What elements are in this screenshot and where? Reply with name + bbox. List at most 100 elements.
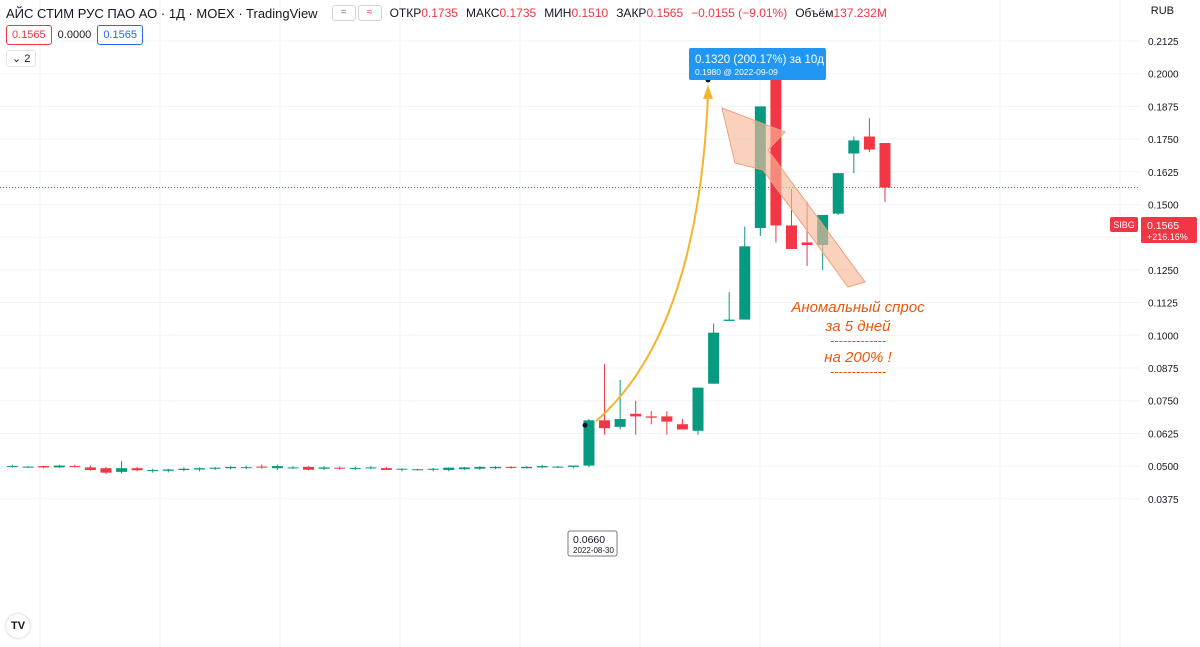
candle-body [505,466,517,468]
candle-body [53,465,65,468]
candle-body [614,419,626,427]
volume-value: 137.232M [833,6,887,20]
candle-body [38,466,50,468]
candle-body [801,242,813,246]
candle-body [209,467,221,469]
drawing-overlays: 0.1320 (200.17%) за 10д 0.1980 @ 2022-09… [567,48,925,557]
candle-body [879,143,891,188]
compare-toggle[interactable]: = [331,5,356,21]
candle-body [723,319,735,321]
tradingview-logo-icon[interactable]: TV [6,614,30,638]
candle-body [7,466,18,468]
change-value: −0.0155 (−9.01%) [691,6,788,20]
open-value: 0.1735 [421,6,458,20]
annotation-line-3: на 200% ! [824,349,892,366]
candle-body [567,465,579,467]
last-price-label: SIBG 0.1565 +216.16% [1110,217,1197,243]
annotation-text: Аномальный спрос за 5 дней -------------… [790,299,925,379]
y-tick-label: 0.1500 [1148,201,1179,212]
candle-body [303,466,315,470]
measure-tooltip-subtext: 0.1980 @ 2022-09-09 [695,67,778,77]
candle-body [583,420,595,466]
currency-label: RUB [1150,5,1174,17]
candle-body [225,466,237,469]
close-value: 0.1565 [646,6,684,20]
annotation-dashes-2: ------------- [830,364,887,379]
candle-body [162,469,174,471]
candle-body [552,466,564,468]
indicators-toggle[interactable]: ⌄ 2 [6,50,37,67]
candle-body [100,468,112,473]
annotation-line-1: Аномальный спрос [790,299,925,316]
candle-body [863,136,875,150]
candle-body [692,387,704,431]
candle-body [380,468,392,471]
low-value: 0.1510 [571,6,609,20]
candle-body [116,468,128,472]
candle-body [147,470,159,472]
candle-body [427,468,439,470]
candle-body [443,467,455,471]
candle-body [739,246,751,320]
candle-body [848,140,860,154]
candle-body [786,225,797,249]
measure-tooltip-box [689,48,826,80]
trend-curve [595,94,709,422]
candle-body [630,413,642,417]
y-tick-label: 0.1125 [1148,299,1178,310]
y-tick-label: 0.2000 [1148,70,1179,81]
y-tick-label: 0.0500 [1148,462,1179,473]
candle-body [489,466,501,469]
y-tick-label: 0.2125 [1148,37,1179,48]
candle-body [458,467,470,470]
candle-body [599,420,611,429]
last-price-change: +216.16% [1147,232,1188,242]
candle-body [536,466,548,468]
candle-body [396,468,408,470]
candle-body [645,416,657,418]
anchor-tooltip-date: 2022-08-30 [573,546,614,555]
candle-body [69,466,81,468]
anchor-point [582,422,588,428]
y-tick-label: 0.1875 [1148,102,1179,113]
currency-selector[interactable]: RUB [1151,5,1174,17]
y-tick-label: 0.1000 [1148,331,1179,342]
chevron-down-icon: ⌄ [12,53,22,65]
ask-button[interactable]: 0.1565 [97,25,143,45]
high-label: МАКС [465,6,500,20]
close-label: ЗАКР [616,6,647,20]
candles-layer [7,48,891,474]
symbol-title[interactable]: АЙС СТИМ РУС ПАО АО · 1Д · MOEX · Tradin… [6,5,318,21]
y-tick-label: 0.0375 [1148,495,1179,506]
candle-body [661,416,673,422]
big-arrow-shape [721,107,866,288]
anchor-tooltip: 0.0660 2022-08-30 [567,530,618,557]
candle-body [708,332,720,384]
candle-body [131,468,143,471]
y-tick-label: 0.0750 [1148,397,1179,408]
annotation-dashes-1: ------------- [830,333,887,348]
candle-body [349,467,361,469]
mode-toggle[interactable]: ≈ [357,5,382,21]
candle-body [271,466,283,469]
candle-body [22,466,34,468]
candle-body [287,467,299,469]
spread-value: 0.0000 [57,29,92,41]
candle-body [84,467,96,471]
y-tick-label: 0.0875 [1148,364,1179,375]
candle-body [412,469,424,471]
bid-button[interactable]: 0.1565 [6,25,52,45]
y-tick-label: 0.1625 [1148,168,1179,179]
candle-body [334,467,346,469]
candle-body [178,468,190,471]
candle-body [474,466,486,469]
candle-body [193,468,205,470]
quote-row: 0.1565 0.0000 0.1565 [6,25,143,45]
candle-body [676,424,688,430]
candle-body [521,466,533,469]
chart-header: АЙС СТИМ РУС ПАО АО · 1Д · MOEX · Tradin… [6,5,887,21]
candle-body [256,466,268,468]
price-axis: 0.21250.20000.18750.17500.16250.15000.13… [1148,37,1179,506]
candle-body [365,467,377,469]
